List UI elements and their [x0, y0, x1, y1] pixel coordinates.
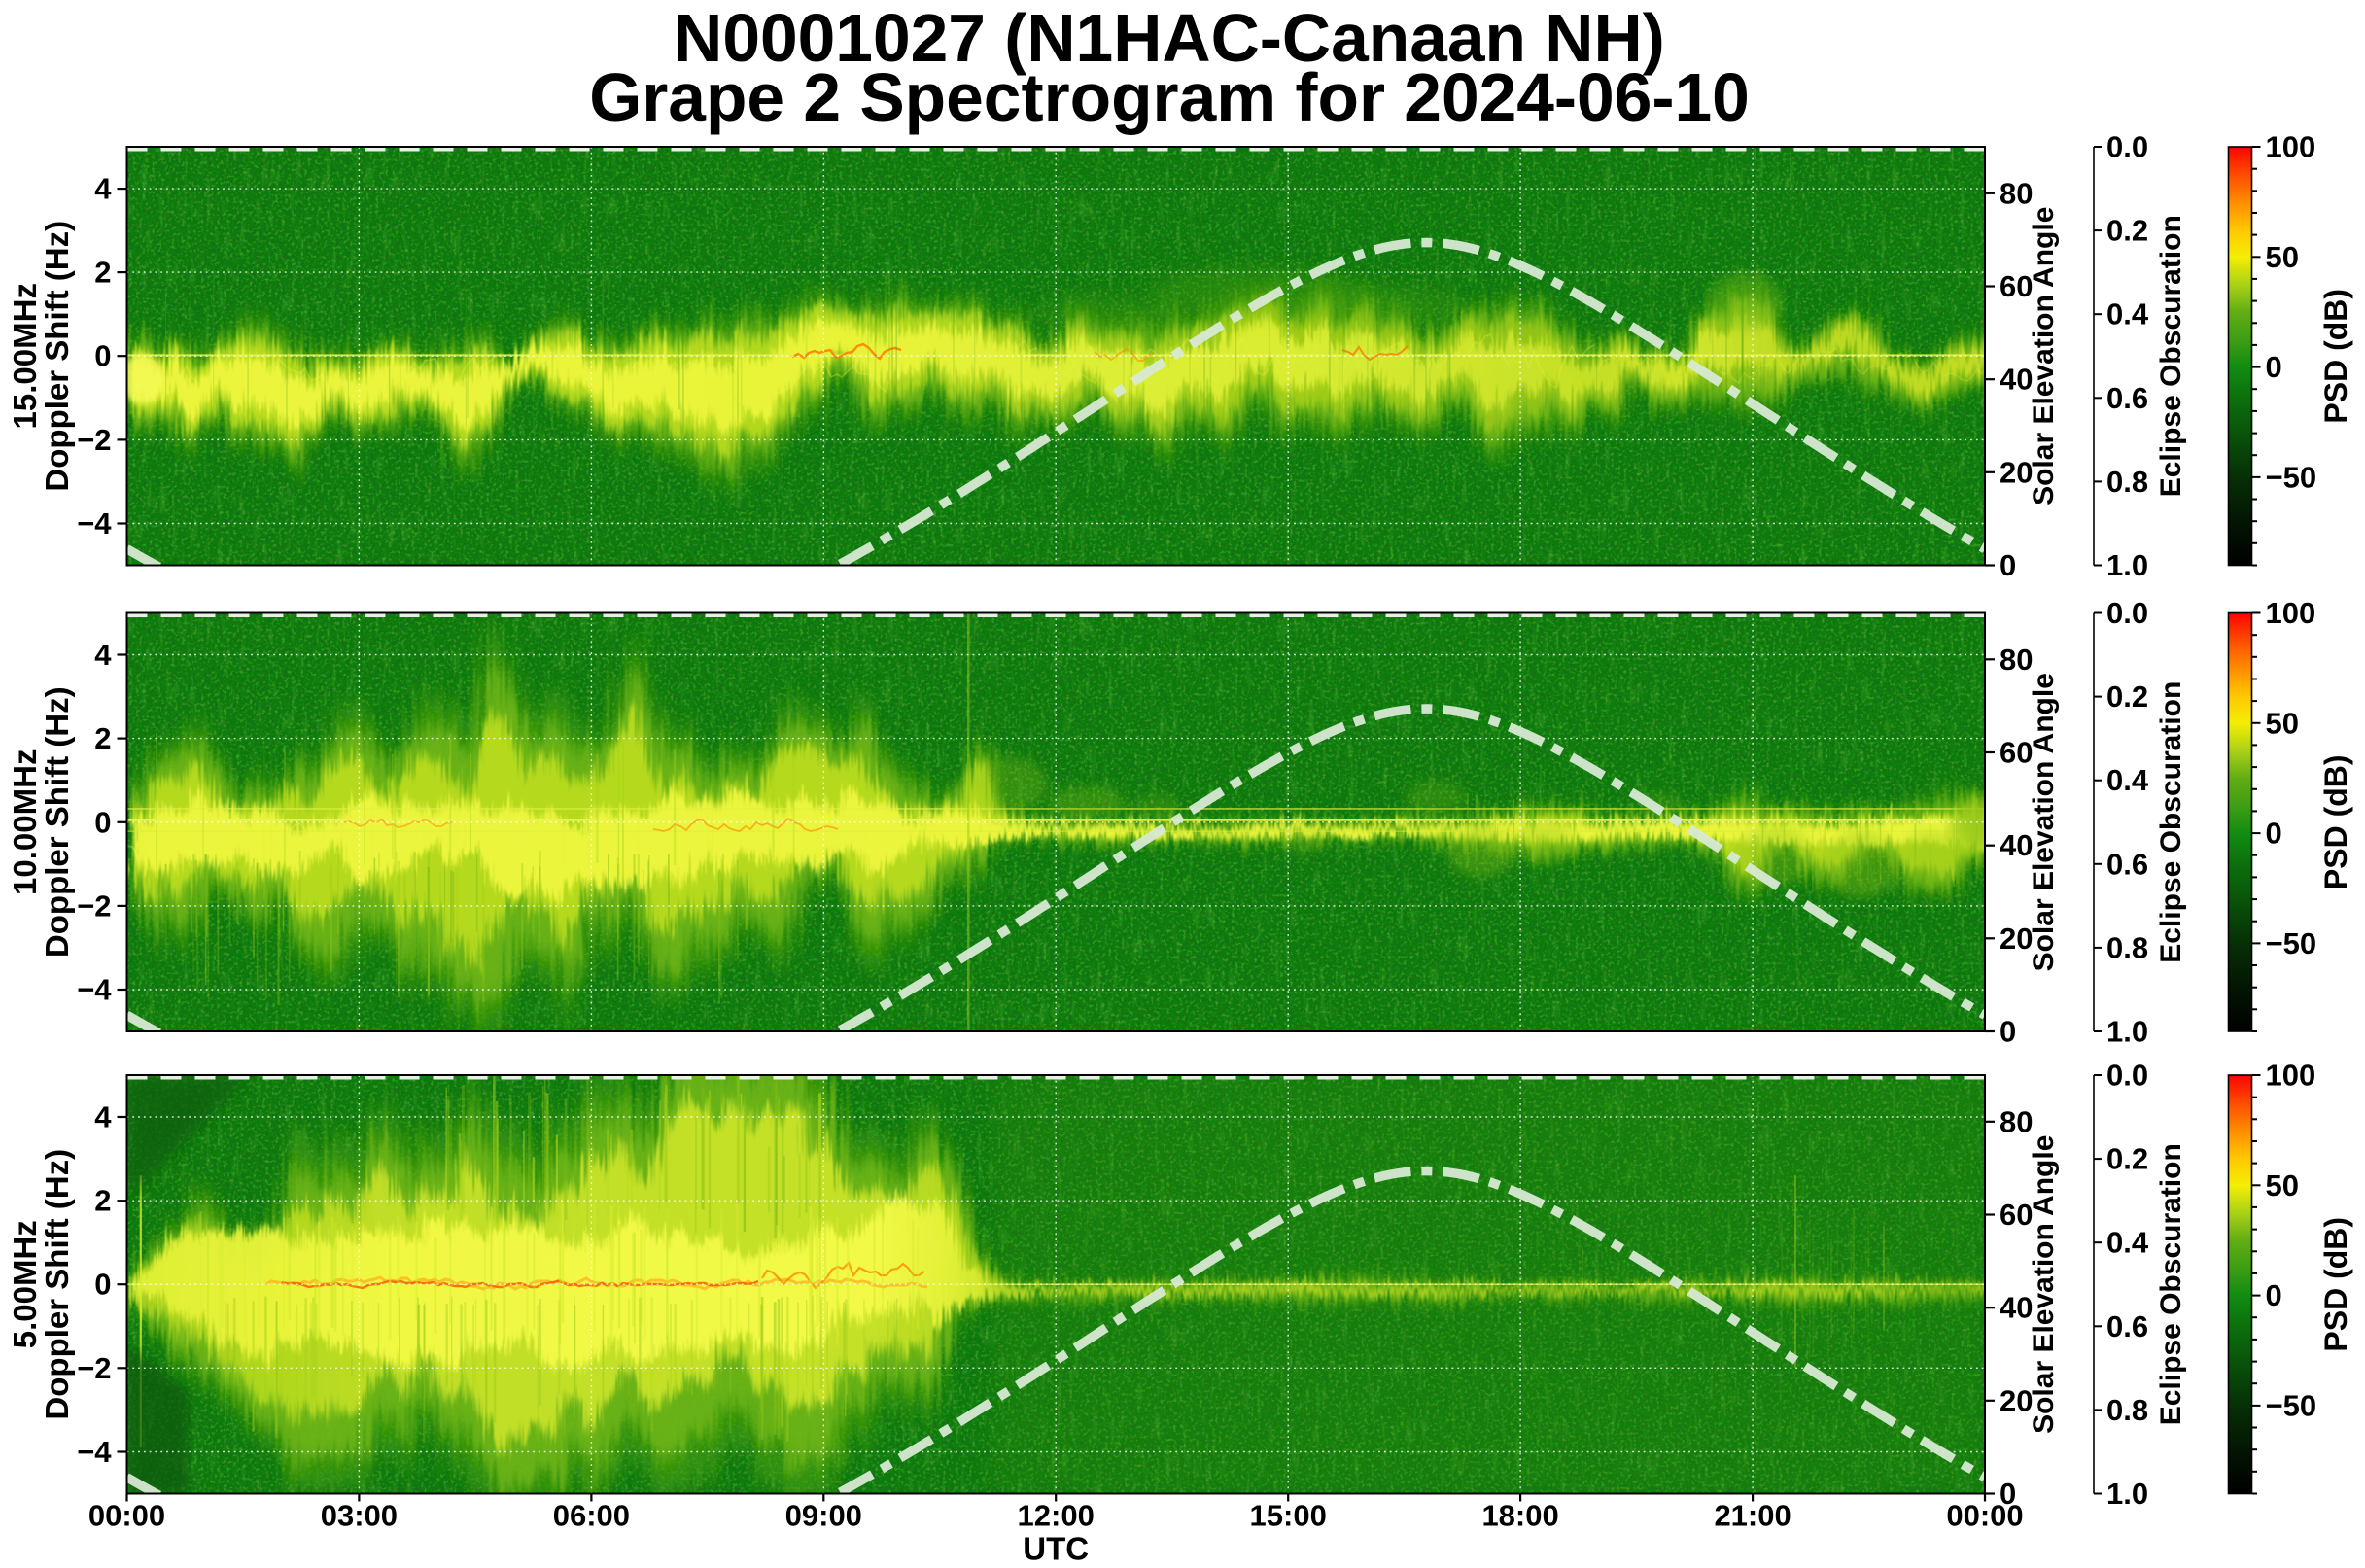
svg-text:50: 50 [2266, 706, 2299, 740]
svg-text:1.0: 1.0 [2106, 1015, 2148, 1049]
svg-text:−2: −2 [77, 889, 111, 923]
svg-text:0: 0 [2000, 548, 2016, 582]
svg-text:50: 50 [2266, 240, 2299, 274]
svg-text:2: 2 [94, 721, 111, 755]
svg-text:Eclipse Obscuration: Eclipse Obscuration [2155, 681, 2187, 963]
svg-text:4: 4 [94, 172, 112, 206]
svg-text:−50: −50 [2266, 460, 2317, 494]
svg-text:80: 80 [2000, 1104, 2033, 1138]
svg-text:40: 40 [2000, 1291, 2033, 1325]
svg-text:0.8: 0.8 [2106, 465, 2148, 499]
svg-text:Doppler Shift (Hz): Doppler Shift (Hz) [39, 221, 75, 492]
svg-text:4: 4 [94, 638, 112, 672]
svg-text:09:00: 09:00 [785, 1499, 862, 1533]
svg-text:Grape 2 Spectrogram for 2024-0: Grape 2 Spectrogram for 2024-06-10 [589, 59, 1750, 135]
svg-text:Doppler Shift (Hz): Doppler Shift (Hz) [39, 686, 75, 958]
svg-text:80: 80 [2000, 643, 2033, 677]
svg-text:2: 2 [94, 1184, 111, 1218]
svg-text:0: 0 [2266, 350, 2282, 384]
svg-text:Eclipse Obscuration: Eclipse Obscuration [2155, 215, 2187, 497]
svg-text:0: 0 [2266, 817, 2282, 851]
svg-text:0.2: 0.2 [2106, 679, 2148, 714]
svg-text:0.6: 0.6 [2106, 381, 2148, 415]
svg-text:−50: −50 [2266, 926, 2317, 960]
svg-text:5.00MHz: 5.00MHz [7, 1220, 43, 1348]
svg-text:−2: −2 [77, 1351, 111, 1385]
svg-text:40: 40 [2000, 363, 2033, 397]
svg-text:0: 0 [2000, 1015, 2016, 1049]
svg-text:0.4: 0.4 [2106, 1226, 2149, 1260]
svg-text:1.0: 1.0 [2106, 1477, 2148, 1511]
svg-text:60: 60 [2000, 1198, 2033, 1232]
svg-text:10.00MHz: 10.00MHz [7, 749, 43, 895]
svg-text:1.0: 1.0 [2106, 548, 2148, 582]
svg-text:00:00: 00:00 [88, 1499, 165, 1533]
svg-text:60: 60 [2000, 736, 2033, 770]
svg-text:12:00: 12:00 [1018, 1499, 1095, 1533]
svg-text:N0001027 (N1HAC-Canaan NH): N0001027 (N1HAC-Canaan NH) [674, 0, 1665, 76]
svg-text:20: 20 [2000, 455, 2033, 489]
svg-text:2: 2 [94, 256, 111, 290]
svg-text:0.2: 0.2 [2106, 214, 2148, 248]
svg-text:80: 80 [2000, 176, 2033, 210]
svg-text:15.00MHz: 15.00MHz [7, 283, 43, 429]
svg-text:0.4: 0.4 [2106, 297, 2149, 331]
svg-text:Solar Elevation Angle: Solar Elevation Angle [2028, 673, 2060, 971]
svg-text:0.0: 0.0 [2106, 596, 2148, 630]
svg-text:0: 0 [2266, 1278, 2282, 1312]
svg-text:21:00: 21:00 [1714, 1499, 1791, 1533]
svg-text:−4: −4 [77, 1435, 112, 1469]
svg-text:−50: −50 [2266, 1388, 2317, 1422]
svg-text:0.6: 0.6 [2106, 847, 2148, 881]
svg-text:06:00: 06:00 [553, 1499, 630, 1533]
svg-text:40: 40 [2000, 828, 2033, 862]
svg-text:0.8: 0.8 [2106, 930, 2148, 964]
svg-text:18:00: 18:00 [1481, 1499, 1558, 1533]
svg-text:0.8: 0.8 [2106, 1393, 2148, 1427]
svg-text:Doppler Shift (Hz): Doppler Shift (Hz) [39, 1149, 75, 1420]
svg-text:50: 50 [2266, 1168, 2299, 1202]
svg-text:−4: −4 [77, 973, 112, 1007]
svg-text:0.2: 0.2 [2106, 1142, 2148, 1176]
svg-text:60: 60 [2000, 269, 2033, 303]
svg-text:0.0: 0.0 [2106, 130, 2148, 164]
svg-text:0.0: 0.0 [2106, 1059, 2148, 1093]
svg-text:0.4: 0.4 [2106, 763, 2149, 797]
svg-text:0: 0 [94, 1268, 111, 1302]
svg-text:Solar Elevation Angle: Solar Elevation Angle [2028, 1135, 2060, 1434]
svg-text:20: 20 [2000, 922, 2033, 956]
svg-text:Eclipse Obscuration: Eclipse Obscuration [2155, 1143, 2187, 1425]
svg-text:0: 0 [2000, 1477, 2016, 1511]
svg-text:00:00: 00:00 [1946, 1499, 2023, 1533]
svg-text:Solar Elevation Angle: Solar Elevation Angle [2028, 207, 2060, 505]
svg-text:PSD (dB): PSD (dB) [2318, 754, 2353, 889]
svg-text:100: 100 [2266, 596, 2316, 630]
svg-text:PSD (dB): PSD (dB) [2318, 289, 2353, 424]
svg-text:PSD (dB): PSD (dB) [2318, 1217, 2353, 1352]
svg-text:4: 4 [94, 1100, 112, 1134]
svg-text:0.6: 0.6 [2106, 1309, 2148, 1343]
svg-text:−2: −2 [77, 423, 111, 457]
svg-text:20: 20 [2000, 1383, 2033, 1417]
svg-text:100: 100 [2266, 130, 2316, 164]
svg-text:03:00: 03:00 [321, 1499, 398, 1533]
svg-text:UTC: UTC [1023, 1531, 1089, 1567]
svg-text:0: 0 [94, 339, 111, 373]
svg-text:−4: −4 [77, 506, 112, 540]
svg-text:0: 0 [94, 805, 111, 839]
svg-text:15:00: 15:00 [1250, 1499, 1327, 1533]
svg-text:100: 100 [2266, 1059, 2316, 1093]
